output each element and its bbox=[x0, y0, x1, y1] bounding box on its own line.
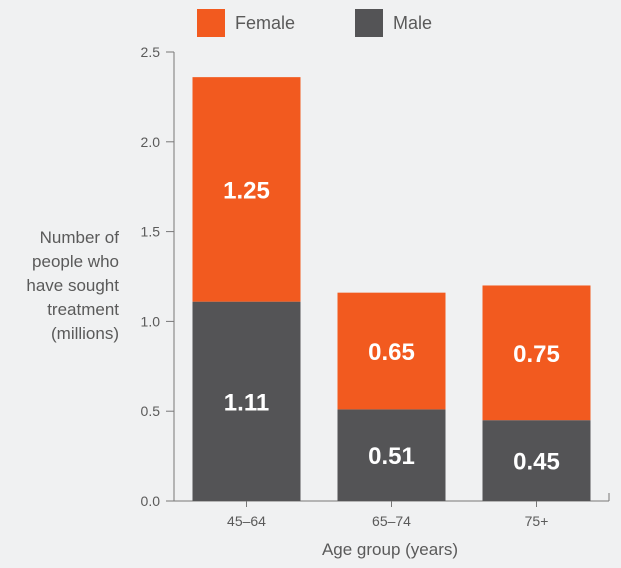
y-axis-label-line: Number of bbox=[39, 228, 119, 247]
bar-male bbox=[337, 409, 446, 501]
data-label-male: 1.11 bbox=[224, 389, 269, 416]
y-axis-label-line: treatment bbox=[47, 300, 119, 319]
y-axis-label-line: people who bbox=[32, 252, 119, 271]
bar-male bbox=[192, 301, 301, 501]
legend-swatch-male bbox=[355, 9, 383, 37]
y-tick-label: 2.5 bbox=[141, 44, 161, 60]
y-tick-label: 0.0 bbox=[141, 493, 161, 509]
y-tick-label: 1.5 bbox=[141, 224, 161, 240]
y-axis-label-line: have sought bbox=[26, 276, 119, 295]
x-tick-label: 75+ bbox=[525, 513, 549, 529]
data-label-female: 1.25 bbox=[223, 177, 270, 204]
y-tick-label: 0.5 bbox=[141, 403, 161, 419]
data-label-male: 0.51 bbox=[368, 443, 415, 470]
data-label-female: 0.75 bbox=[513, 341, 560, 368]
y-tick-label: 1.0 bbox=[141, 313, 161, 329]
x-axis-label: Age group (years) bbox=[321, 540, 459, 559]
y-axis-label-line: (millions) bbox=[51, 324, 119, 343]
legend-swatch-female bbox=[197, 9, 225, 37]
data-label-male: 0.45 bbox=[513, 449, 560, 476]
x-tick-label: 65–74 bbox=[372, 513, 411, 529]
legend-label-male: Male bbox=[393, 12, 433, 33]
legend-item-male: Male bbox=[355, 9, 432, 37]
legend-item-female: Female bbox=[197, 9, 295, 37]
bar-male bbox=[482, 420, 591, 501]
data-label-female: 0.65 bbox=[368, 339, 415, 366]
bar-female bbox=[192, 77, 301, 302]
legend-label-female: Female bbox=[235, 12, 296, 33]
x-tick-label: 45–64 bbox=[227, 513, 266, 529]
y-axis-label: Number of people who have sought treatme… bbox=[0, 226, 119, 346]
y-tick-label: 2.0 bbox=[141, 134, 161, 150]
bar-female bbox=[482, 285, 591, 421]
legend: Female Male bbox=[0, 9, 621, 39]
bar-female bbox=[337, 292, 446, 410]
